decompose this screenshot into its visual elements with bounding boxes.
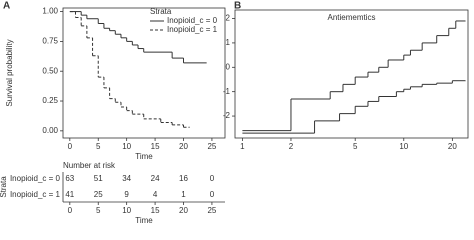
y-tick-label: 1 (226, 38, 231, 47)
risk-count: 34 (122, 174, 131, 183)
y-tick-label: -1 (223, 87, 231, 96)
y-tick-label: 0.00 (42, 126, 58, 135)
risk-count: 63 (65, 174, 74, 183)
row-label: Inopioid_c = 0 (10, 174, 61, 183)
plot-frame (62, 7, 226, 139)
y-tick-label: 2 (226, 14, 231, 23)
x-tick-label: 1 (240, 142, 245, 151)
legend-title: Strata (150, 7, 172, 16)
x-axis-label: Time (135, 152, 153, 161)
x-tick-label: 10 (122, 206, 131, 215)
x-tick-label: 25 (207, 206, 216, 215)
x-tick-label: 20 (179, 206, 188, 215)
x-tick-label: 15 (151, 142, 160, 151)
risk-count: 1 (181, 190, 186, 199)
x-tick-label: 20 (448, 142, 457, 151)
x-tick-label: 5 (96, 142, 101, 151)
y-axis-label: Survival probability (5, 39, 14, 106)
risk-count: 24 (151, 174, 160, 183)
risk-count: 41 (65, 190, 74, 199)
y-tick-label: 0.50 (42, 66, 58, 75)
y-tick-label: 0.75 (42, 37, 58, 46)
risk-count: 25 (94, 190, 103, 199)
panel-label: B (234, 1, 241, 12)
x-tick-label: 20 (179, 142, 188, 151)
y-axis-label: Strata (0, 176, 8, 198)
legend-label: Inopioid_c = 1 (167, 25, 218, 34)
x-tick-label: 5 (96, 206, 101, 215)
x-tick-label: 5 (353, 142, 358, 151)
x-tick-label: 10 (122, 142, 131, 151)
x-tick-label: 15 (151, 206, 160, 215)
plot-frame (234, 9, 469, 139)
risk-count: 51 (94, 174, 103, 183)
legend-label: Inopioid_c = 0 (167, 16, 218, 25)
x-tick-label: 10 (399, 142, 408, 151)
risk-count: 16 (179, 174, 188, 183)
chart-title: Antiememtics (327, 13, 375, 22)
figure: A B 0 5 10 15 20 250.000.250.500.751.00TimeSu… (0, 1, 469, 225)
x-tick-label: 25 (207, 142, 216, 151)
row-label: Inopioid_c = 1 (10, 190, 61, 199)
risk-count: 0 (210, 174, 215, 183)
x-axis-label: Time (135, 216, 153, 225)
y-tick-label: 0.25 (42, 96, 58, 105)
y-tick-label: 0 (226, 62, 231, 71)
x-tick-label: 0 (68, 206, 73, 215)
y-tick-label: 1.00 (42, 7, 58, 16)
risk-count: 9 (124, 190, 129, 199)
risk-count: 4 (153, 190, 158, 199)
risk-count: 0 (210, 190, 215, 199)
x-tick-label: 0 (68, 142, 73, 151)
x-tick-label: 2 (289, 142, 294, 151)
y-tick-label: -2 (223, 111, 231, 120)
panel-label: A (3, 1, 10, 12)
table-title: Number at risk (63, 161, 116, 170)
